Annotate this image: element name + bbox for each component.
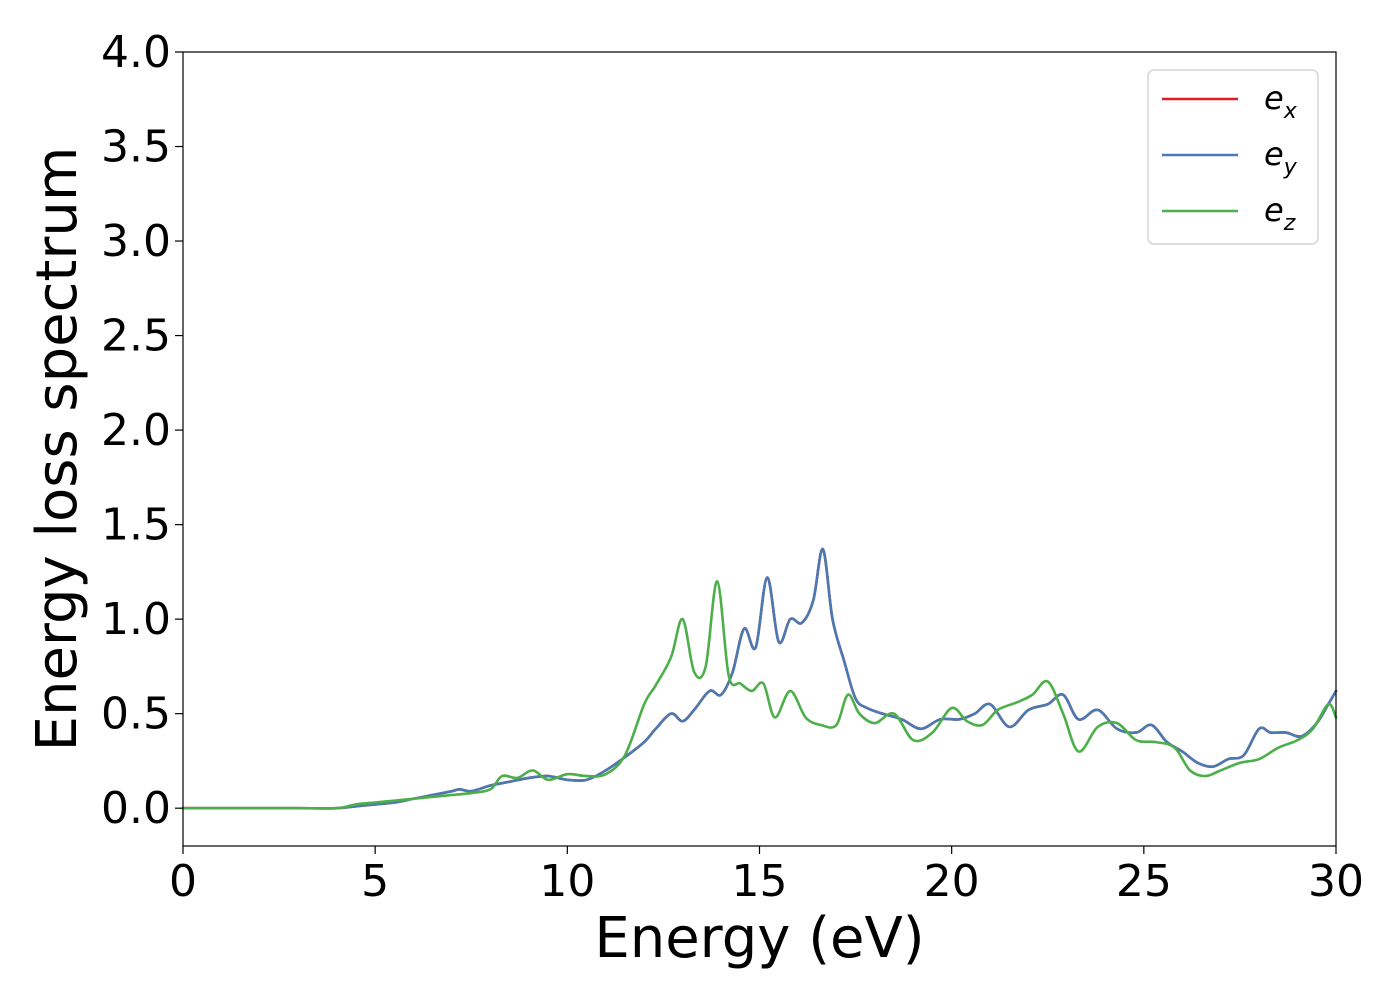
x-axis-ticks: 0 5 10 15 20 25 30 <box>169 846 1364 907</box>
x-tick-label: 25 <box>1116 856 1172 907</box>
y-tick-label: 4.0 <box>101 27 171 78</box>
legend-label-z: ez <box>1264 191 1296 236</box>
y-tick-label: 3.5 <box>101 122 171 173</box>
y-tick-label: 2.0 <box>101 405 171 456</box>
series-lines <box>181 547 1338 810</box>
y-tick-label: 1.0 <box>101 594 171 645</box>
x-tick-label: 5 <box>361 856 389 907</box>
y-axis-title: Energy loss spectrum <box>25 147 90 752</box>
y-tick-label: 0.0 <box>101 783 171 834</box>
y-tick-label: 0.5 <box>101 689 171 740</box>
y-tick-label: 3.0 <box>101 216 171 267</box>
y-axis-ticks: 0.0 0.5 1.0 1.5 2.0 2.5 3.0 3.5 4.0 <box>101 27 183 834</box>
x-tick-label: 10 <box>539 856 595 907</box>
y-tick-label: 2.5 <box>101 311 171 362</box>
x-tick-label: 15 <box>732 856 788 907</box>
legend-label-x: ex <box>1264 79 1298 124</box>
legend-box <box>1147 69 1319 245</box>
x-tick-label: 0 <box>169 856 197 907</box>
series-line-z <box>181 580 1338 810</box>
x-axis-title: Energy (eV) <box>594 906 924 971</box>
x-tick-label: 30 <box>1308 856 1364 907</box>
y-tick-label: 1.5 <box>101 500 171 551</box>
legend-label-y: ey <box>1264 135 1298 180</box>
x-tick-label: 20 <box>924 856 980 907</box>
legend: ex ey ez <box>1147 69 1319 245</box>
